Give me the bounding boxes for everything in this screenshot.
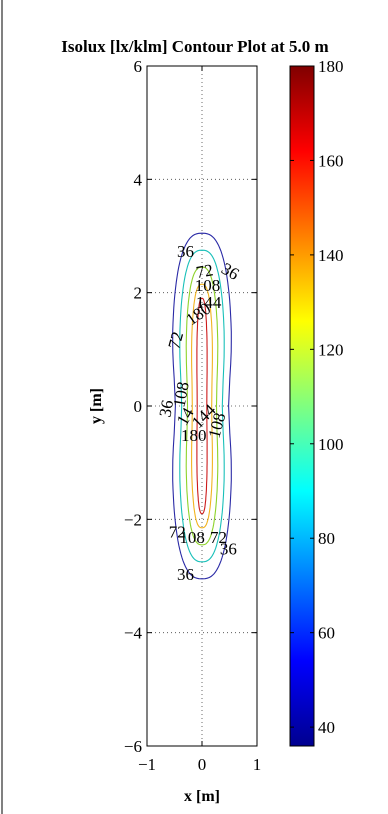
contour-line-108	[185, 266, 219, 546]
contour-label: 108	[170, 380, 193, 408]
contour-label: 36	[177, 242, 194, 261]
y-tick-label: −4	[124, 624, 143, 643]
colorbar	[290, 66, 314, 746]
colorbar-frame	[289, 65, 315, 747]
contour-label: 36	[177, 565, 194, 584]
colorbar-tick-label: 160	[318, 151, 344, 170]
x-tick-label: −1	[138, 755, 156, 774]
y-axis-ticks: −6 −4 −2 0 2 4 6	[124, 57, 257, 756]
x-tick-label: 1	[253, 755, 262, 774]
contour-label: 72	[164, 330, 187, 351]
y-tick-label: 6	[134, 57, 143, 76]
contour-line-180	[196, 297, 208, 515]
contour-line-72	[179, 249, 225, 563]
colorbar-tick-label: 180	[318, 57, 344, 76]
colorbar-tick-label: 100	[318, 435, 344, 454]
contour-label: 144	[196, 293, 222, 312]
x-axis-ticks: −1 0 1	[138, 66, 261, 774]
contour-label: 36	[218, 259, 242, 284]
y-tick-label: −2	[124, 510, 142, 529]
x-axis-label: x [m]	[184, 788, 220, 805]
contour-label: 72	[210, 528, 227, 547]
colorbar-tick-label: 60	[318, 624, 335, 643]
contour-label: 36	[220, 539, 237, 558]
contour-label: 72	[195, 260, 215, 282]
contour-label: 180	[181, 426, 207, 445]
contour-label: 36	[155, 399, 177, 419]
contour-label: 108	[179, 528, 205, 547]
y-tick-label: 4	[134, 170, 143, 189]
x-tick-label: 0	[198, 755, 207, 774]
y-tick-label: 2	[134, 284, 143, 303]
y-axis-label: y [m]	[88, 388, 105, 424]
colorbar-tick-label: 40	[318, 718, 335, 737]
contour-lines	[172, 232, 232, 580]
contour-label: 108	[195, 276, 221, 295]
colorbar-tick-label: 120	[318, 340, 344, 359]
chart-title: Isolux [lx/klm] Contour Plot at 5.0 m	[61, 37, 328, 56]
contour-line-144	[191, 283, 213, 529]
contour-line-36	[172, 232, 232, 580]
y-tick-label: 0	[134, 397, 143, 416]
y-tick-label: −6	[124, 737, 142, 756]
grid-lines	[147, 66, 257, 746]
contour-label: 72	[169, 522, 186, 541]
colorbar-ticks: 40 60 80 100 120 140 160 180	[290, 57, 344, 737]
colorbar-tick-label: 140	[318, 246, 344, 265]
colorbar-tick-label: 80	[318, 529, 335, 548]
